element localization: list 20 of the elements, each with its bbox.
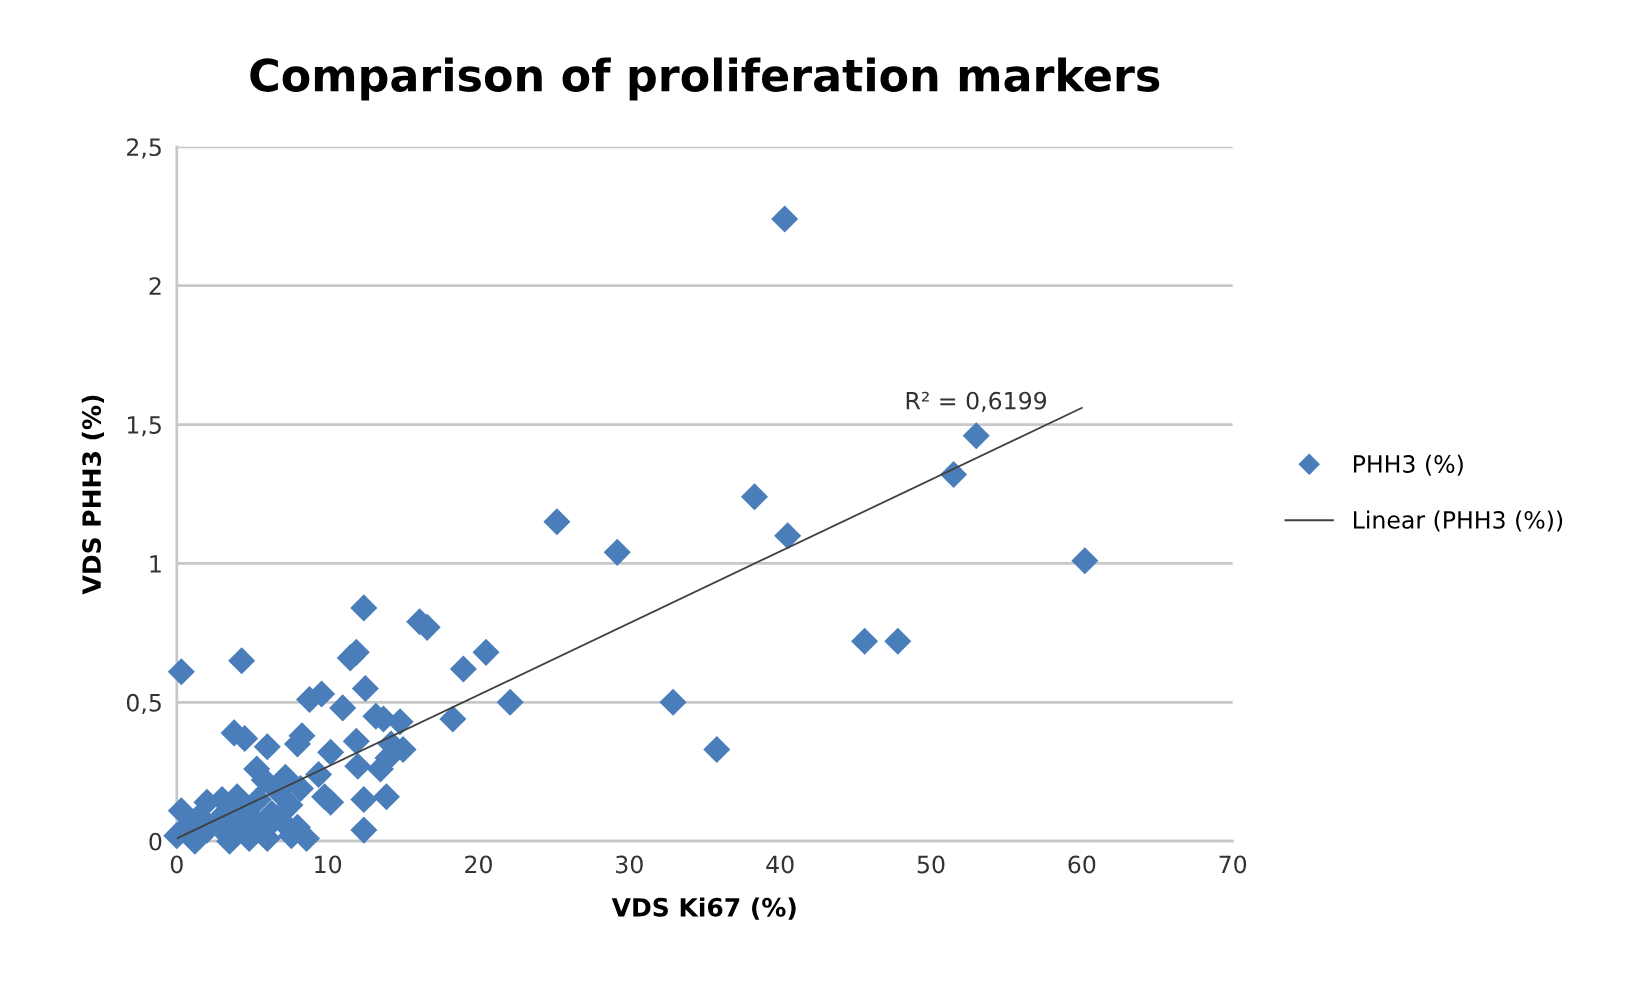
- x-tick-label: 40: [766, 855, 794, 874]
- legend-label: PHH3 (%): [1354, 454, 1463, 476]
- y-tick-label: 2: [149, 277, 161, 295]
- x-tick-label: 70: [1219, 855, 1247, 874]
- y-tick-label: 1,5: [127, 416, 161, 437]
- x-tick-label: 30: [616, 855, 643, 874]
- y-tick-label: 0: [149, 832, 162, 851]
- x-tick-label: 50: [917, 855, 945, 874]
- annotation: R² = 0,6199: [906, 391, 1047, 412]
- x-tick-label: 20: [465, 855, 492, 874]
- y-tick-label: 0,5: [126, 693, 161, 715]
- x-tick-label: 0: [170, 855, 183, 874]
- chart-title: Comparison of proliferation markers: [250, 57, 1160, 101]
- x-tick-label: 10: [315, 855, 342, 874]
- y-tick-label: 1: [150, 555, 161, 573]
- y-axis-title: VDS PHH3 (%): [81, 395, 105, 595]
- y-tick-label: 2,5: [127, 138, 161, 159]
- legend-label: Linear (PHH3 (%)): [1354, 510, 1563, 532]
- x-tick-label: 60: [1068, 855, 1096, 874]
- x-axis-title: VDS Ki67 (%): [611, 897, 796, 920]
